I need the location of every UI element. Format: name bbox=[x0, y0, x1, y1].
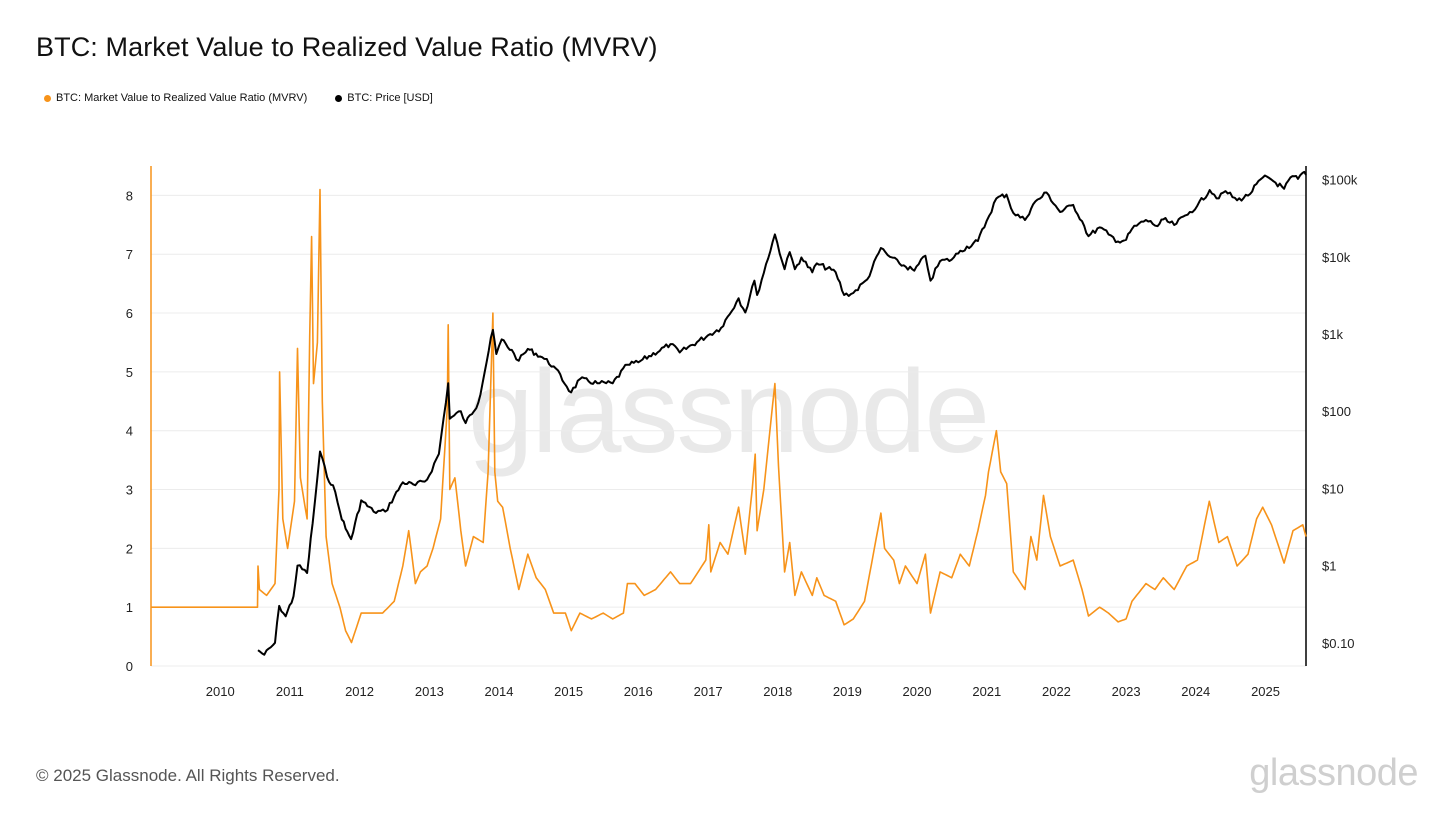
x-tick-label: 2024 bbox=[1181, 684, 1210, 699]
x-tick-label: 2022 bbox=[1042, 684, 1071, 699]
chart-title: BTC: Market Value to Realized Value Rati… bbox=[36, 32, 658, 62]
x-tick-label: 2019 bbox=[833, 684, 862, 699]
x-tick-label: 2017 bbox=[694, 684, 723, 699]
x-tick-label: 2023 bbox=[1112, 684, 1141, 699]
brand-logo: glassnode bbox=[1249, 752, 1418, 794]
chart-legend: BTC: Market Value to Realized Value Rati… bbox=[44, 92, 433, 104]
y-right-tick-label: $100k bbox=[1322, 173, 1358, 188]
y-right-tick-label: $1k bbox=[1322, 327, 1343, 342]
series-line-mvrv bbox=[151, 188, 1307, 644]
legend-item-price[interactable]: BTC: Price [USD] bbox=[335, 92, 433, 104]
y-left-tick-label: 2 bbox=[126, 541, 133, 556]
grid-lines bbox=[151, 194, 1306, 667]
x-tick-label: 2021 bbox=[972, 684, 1001, 699]
y-left-tick-label: 1 bbox=[126, 600, 133, 615]
x-tick-label: 2016 bbox=[624, 684, 653, 699]
x-tick-label: 2018 bbox=[763, 684, 792, 699]
y-right-tick-label: $0.10 bbox=[1322, 636, 1355, 651]
y-right-tick-label: $10 bbox=[1322, 481, 1344, 496]
y-right-tick-label: $100 bbox=[1322, 404, 1351, 419]
y-left-tick-label: 0 bbox=[126, 659, 133, 674]
series-layer bbox=[151, 170, 1307, 656]
x-tick-label: 2010 bbox=[206, 684, 235, 699]
legend-item-mvrv[interactable]: BTC: Market Value to Realized Value Rati… bbox=[44, 92, 307, 104]
y-left-tick-label: 6 bbox=[126, 306, 133, 321]
y-right-tick-label: $10k bbox=[1322, 250, 1351, 265]
copyright-footer: © 2025 Glassnode. All Rights Reserved. bbox=[36, 766, 340, 785]
legend-dot-mvrv bbox=[44, 94, 51, 102]
x-tick-label: 2015 bbox=[554, 684, 583, 699]
legend-label-mvrv: BTC: Market Value to Realized Value Rati… bbox=[56, 92, 308, 104]
y-left-tick-label: 8 bbox=[126, 188, 133, 203]
series-line-price bbox=[257, 170, 1307, 656]
x-tick-label: 2020 bbox=[903, 684, 932, 699]
watermark-text: glassnode bbox=[468, 346, 988, 478]
x-tick-label: 2014 bbox=[485, 684, 514, 699]
x-tick-label: 2011 bbox=[276, 684, 304, 699]
legend-label-price: BTC: Price [USD] bbox=[347, 92, 433, 104]
y-left-tick-label: 3 bbox=[126, 483, 133, 498]
x-tick-label: 2025 bbox=[1251, 684, 1280, 699]
y-left-tick-label: 5 bbox=[126, 365, 133, 380]
axes: 0 1 2 3 4 5 6 7 8 $0.10 $1 $10 $100 $1k $10k $100k 2010 2… bbox=[126, 166, 1358, 699]
y-left-tick-label: 7 bbox=[126, 247, 133, 262]
y-left-tick-label: 4 bbox=[126, 424, 133, 439]
legend-dot-price bbox=[335, 94, 343, 102]
x-tick-label: 2013 bbox=[415, 684, 444, 699]
y-right-tick-label: $1 bbox=[1322, 559, 1336, 574]
x-tick-label: 2012 bbox=[345, 684, 374, 699]
